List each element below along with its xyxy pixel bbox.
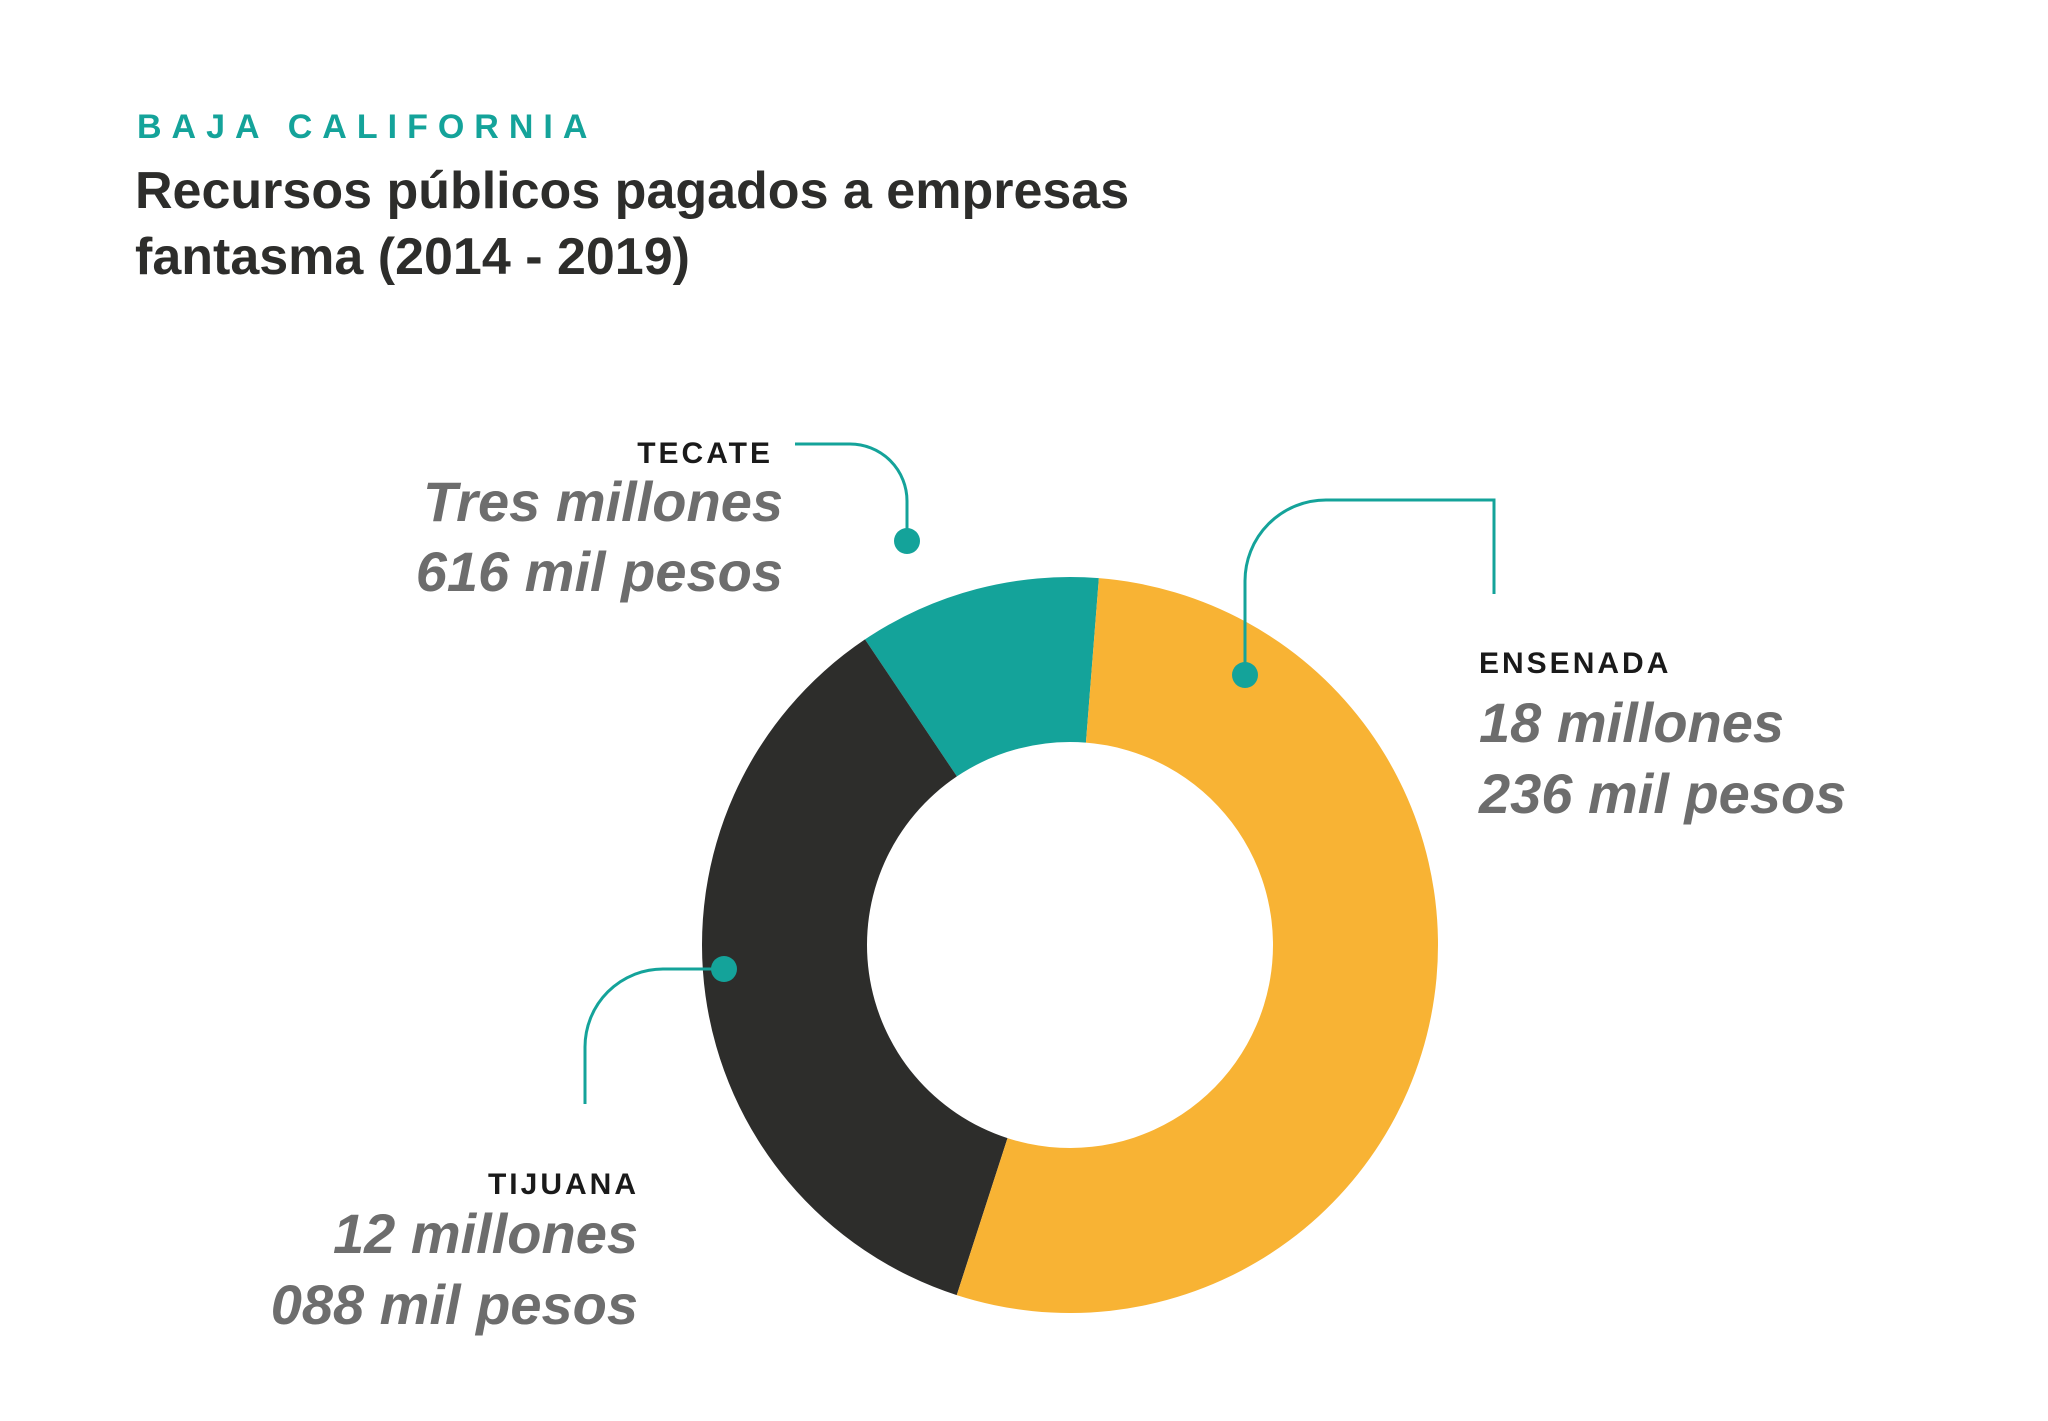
value-label: Tres millones — [423, 470, 783, 533]
category-label: TECATE — [637, 437, 773, 470]
donut-segment — [956, 578, 1438, 1313]
donut-segment — [864, 577, 1099, 777]
category-label: TIJUANA — [488, 1168, 639, 1201]
value-label: 12 millones — [333, 1202, 638, 1265]
leader-dot — [894, 528, 920, 554]
chart-subtitle: BAJA CALIFORNIA — [137, 108, 598, 146]
value-label: 088 mil pesos — [271, 1273, 638, 1336]
leader-line — [583, 967, 724, 1104]
value-label: 616 mil pesos — [416, 540, 783, 603]
leader-line — [1243, 498, 1496, 675]
leader-dot — [1232, 662, 1258, 688]
leader-dot — [711, 956, 737, 982]
category-label: ENSENADA — [1479, 647, 1671, 680]
value-label: 236 mil pesos — [1478, 762, 1846, 825]
value-label: 18 millones — [1479, 691, 1784, 754]
chart-title: Recursos públicos pagados a empresas fan… — [135, 162, 1130, 286]
donut-segment — [701, 639, 1008, 1296]
leader-line — [795, 442, 909, 541]
